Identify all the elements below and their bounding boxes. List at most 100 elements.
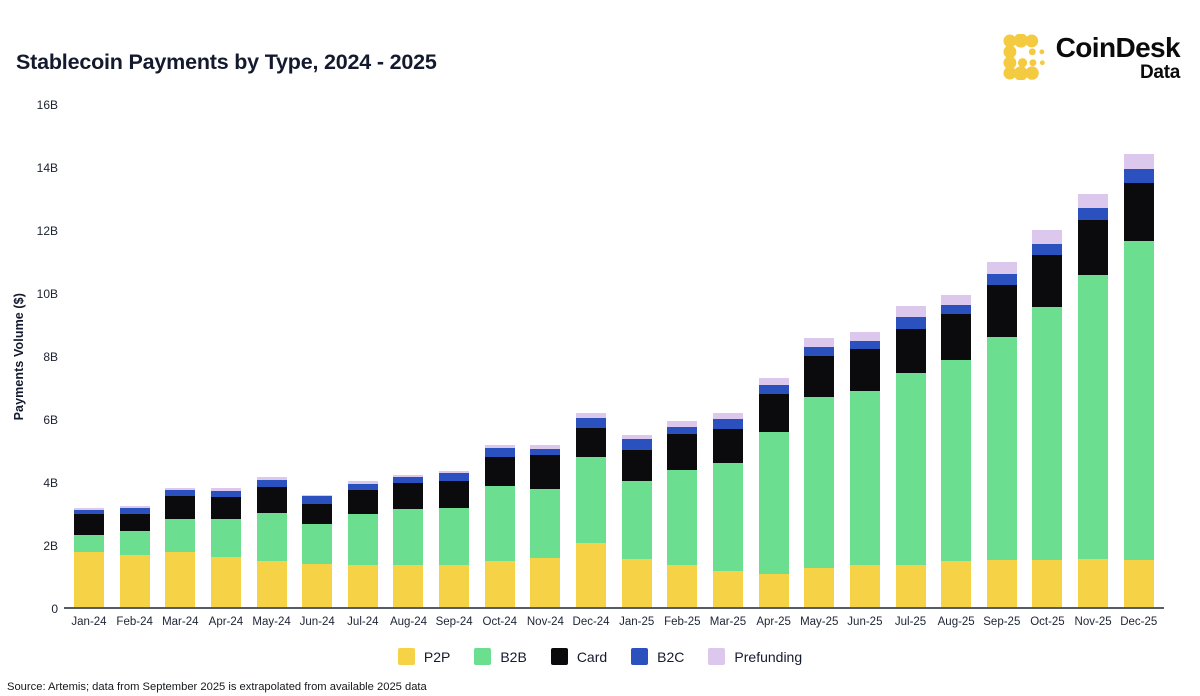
- bar-segment-b2b: [1123, 241, 1154, 560]
- bar-segment-prefunding: [667, 420, 698, 427]
- bar-Jan-24: Jan-24: [71, 105, 107, 628]
- bar-segment-p2p: [210, 556, 241, 607]
- bar-Mar-24: Mar-24: [162, 105, 199, 628]
- bar-segment-b2b: [393, 508, 424, 565]
- bar-segment-prefunding: [758, 378, 789, 385]
- bar-segment-prefunding: [576, 413, 607, 418]
- bar-segment-card: [393, 483, 424, 509]
- bar-segment-prefunding: [165, 488, 196, 491]
- bar-segment-b2b: [667, 469, 698, 565]
- bar-segment-p2p: [347, 564, 378, 607]
- logo-brand: CoinDesk: [1055, 32, 1181, 63]
- bar-segment-prefunding: [895, 306, 926, 318]
- plot-area: Jan-24 Feb-24 Mar-24 Apr-24 May-24 Jun-24 Jul-…: [64, 105, 1164, 628]
- bar-segment-p2p: [758, 573, 789, 607]
- bar-segment-p2p: [941, 561, 972, 607]
- coindesk-logo: CoinDesk Data: [1003, 32, 1181, 84]
- bar-segment-b2b: [758, 431, 789, 574]
- legend-swatch-icon: [550, 648, 568, 665]
- bar-segment-b2c: [621, 439, 652, 450]
- bar-segment-b2b: [530, 489, 561, 558]
- x-tick-label: Mar-25: [709, 616, 747, 628]
- bar-segment-card: [621, 449, 652, 481]
- source-note: Source: Artemis; data from September 202…: [7, 681, 427, 693]
- bar-segment-b2b: [484, 485, 515, 562]
- y-tick-label: 2B: [43, 539, 58, 553]
- bar-segment-prefunding: [439, 470, 470, 474]
- x-tick-label: Mar-24: [162, 616, 199, 628]
- bar-segment-prefunding: [256, 477, 287, 480]
- y-tick-label: 8B: [43, 350, 58, 364]
- legend-swatch-icon: [708, 648, 726, 665]
- bar-May-25: May-25: [800, 105, 838, 628]
- bar-segment-prefunding: [941, 294, 972, 306]
- x-tick-label: Apr-25: [756, 616, 791, 628]
- bar-segment-p2p: [667, 564, 698, 607]
- bar-segment-b2c: [941, 305, 972, 315]
- legend-item-b2b: B2B: [474, 648, 527, 665]
- bar-segment-b2b: [256, 513, 287, 562]
- bar-segment-b2c: [986, 273, 1017, 285]
- bar-segment-p2p: [302, 564, 333, 607]
- bar-Dec-25: Dec-25: [1120, 105, 1157, 628]
- bar-segment-b2c: [484, 447, 515, 458]
- bar-segment-b2c: [1123, 169, 1154, 183]
- bar-columns: Jan-24 Feb-24 Mar-24 Apr-24 May-24 Jun-24 Jul-…: [64, 105, 1164, 628]
- bar-segment-p2p: [849, 565, 880, 607]
- bar-segment-b2b: [302, 523, 333, 565]
- bar-segment-p2p: [576, 542, 607, 607]
- bar-segment-b2b: [210, 519, 241, 557]
- bar-segment-b2c: [165, 490, 196, 497]
- legend-label: P2P: [423, 648, 451, 665]
- bar-segment-b2b: [1032, 307, 1063, 560]
- bar-segment-card: [941, 314, 972, 360]
- logo-text: CoinDesk Data: [1055, 32, 1181, 84]
- bar-segment-p2p: [165, 552, 196, 607]
- bar-Aug-25: Aug-25: [938, 105, 975, 628]
- bar-segment-p2p: [393, 564, 424, 607]
- bar-Apr-25: Apr-25: [756, 105, 791, 628]
- bar-segment-card: [895, 329, 926, 374]
- bar-segment-prefunding: [1078, 193, 1109, 208]
- bar-segment-prefunding: [393, 474, 424, 478]
- bar-segment-b2b: [347, 513, 378, 565]
- bar-segment-p2p: [895, 565, 926, 607]
- y-tick-label: 6B: [43, 413, 58, 427]
- bar-segment-b2c: [210, 490, 241, 497]
- bar-segment-prefunding: [1032, 230, 1063, 244]
- bar-segment-p2p: [621, 559, 652, 607]
- bar-segment-b2c: [119, 508, 150, 515]
- bar-segment-card: [302, 504, 333, 524]
- bar-segment-card: [804, 356, 835, 398]
- bar-segment-b2c: [439, 473, 470, 481]
- bar-segment-b2c: [849, 340, 880, 350]
- bar-segment-b2c: [667, 426, 698, 435]
- bar-segment-card: [849, 349, 880, 391]
- bar-Jul-25: Jul-25: [895, 105, 926, 628]
- bar-segment-b2c: [530, 448, 561, 455]
- bar-segment-card: [119, 514, 150, 531]
- logo-sub: Data: [1140, 62, 1180, 84]
- legend-swatch-icon: [631, 648, 649, 665]
- x-tick-label: Aug-25: [937, 616, 975, 628]
- y-axis-ticks: 0 2B 4B 6B 8B 10B 12B 14B 16B: [0, 98, 58, 616]
- bar-Oct-24: Oct-24: [483, 105, 517, 628]
- bar-May-24: May-24: [252, 105, 291, 628]
- y-tick-label: 12B: [36, 224, 58, 238]
- bar-segment-b2c: [712, 419, 743, 430]
- x-tick-label: Nov-24: [526, 616, 564, 628]
- bar-segment-prefunding: [302, 495, 333, 497]
- bar-segment-card: [256, 487, 287, 514]
- bar-segment-b2c: [302, 496, 333, 505]
- bar-segment-prefunding: [849, 331, 880, 341]
- bar-segment-p2p: [484, 561, 515, 607]
- bar-segment-b2b: [74, 534, 104, 553]
- bar-segment-p2p: [1123, 559, 1154, 607]
- bar-Jul-24: Jul-24: [347, 105, 379, 628]
- bar-segment-prefunding: [74, 508, 104, 510]
- x-tick-label: Apr-24: [208, 616, 244, 628]
- bar-segment-card: [347, 490, 378, 514]
- bar-segment-b2c: [347, 484, 378, 491]
- x-tick-label: Jun-24: [299, 616, 335, 628]
- legend-item-card: Card: [550, 648, 607, 665]
